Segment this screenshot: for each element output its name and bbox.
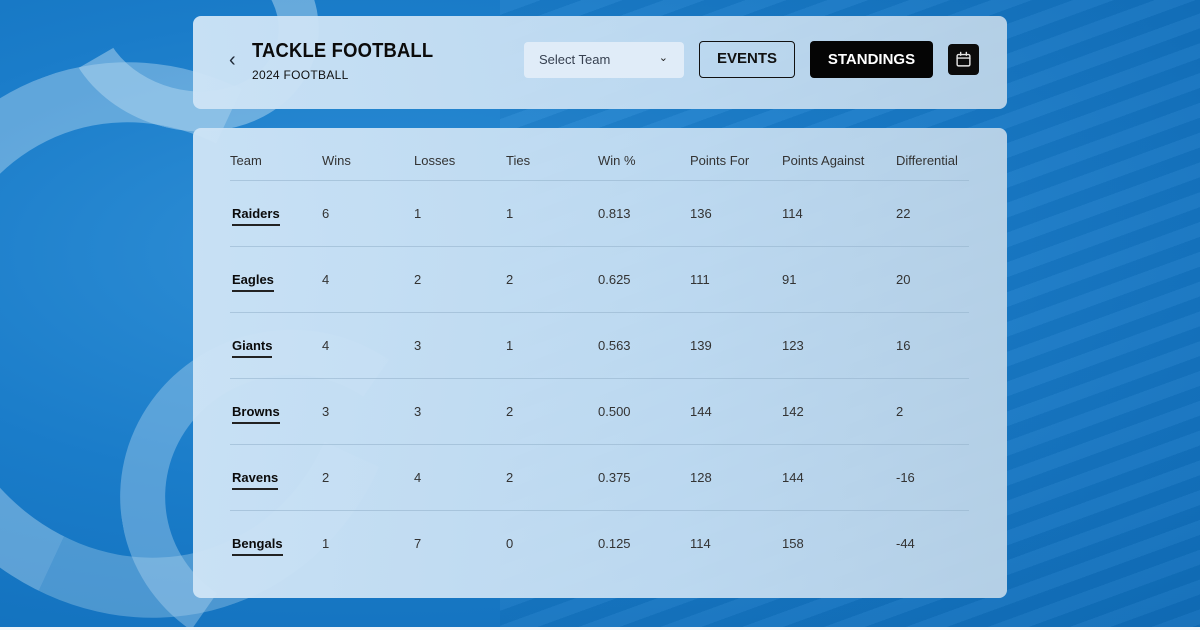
team-link[interactable]: Ravens [232, 469, 279, 490]
losses-cell: 3 [414, 378, 506, 445]
column-header-wins: Wins [322, 142, 414, 181]
differential-cell: 16 [896, 312, 969, 379]
differential-cell: 20 [896, 246, 969, 313]
points-against-cell: 144 [782, 444, 896, 511]
table-row: Browns 3 3 2 0.500 144 142 2 [230, 378, 969, 445]
table-row: Ravens 2 4 2 0.375 128 144 -16 [230, 444, 969, 511]
points-for-cell: 139 [690, 312, 782, 379]
losses-cell: 4 [414, 444, 506, 511]
standings-button[interactable]: STANDINGS [810, 41, 933, 78]
ties-cell: 1 [506, 312, 598, 379]
differential-cell: 2 [896, 378, 969, 445]
team-link[interactable]: Browns [232, 403, 280, 424]
chevron-left-icon[interactable]: ‹ [229, 49, 236, 71]
standings-table: Team Wins Losses Ties Win % Points For P… [230, 142, 969, 576]
table-row: Bengals 1 7 0 0.125 114 158 -44 [230, 510, 969, 576]
column-header-win-pct: Win % [598, 142, 690, 181]
chevron-down-icon: ⌄ [658, 52, 668, 64]
win-pct-cell: 0.500 [598, 378, 690, 445]
page-title: TACKLE FOOTBALL [252, 40, 434, 62]
points-for-cell: 144 [690, 378, 782, 445]
events-button[interactable]: EVENTS [699, 41, 795, 78]
differential-cell: -44 [896, 535, 915, 551]
wins-cell: 1 [322, 535, 330, 551]
losses-cell: 3 [414, 312, 506, 379]
team-link[interactable]: Raiders [232, 205, 280, 226]
losses-cell: 7 [414, 535, 422, 551]
ties-cell: 2 [506, 378, 598, 445]
table-row: Raiders 6 1 1 0.813 136 114 22 [230, 180, 969, 247]
column-header-points-against: Points Against [782, 142, 896, 181]
standings-panel: Team Wins Losses Ties Win % Points For P… [193, 128, 1007, 598]
team-link[interactable]: Eagles [232, 271, 274, 292]
table-row: Giants 4 3 1 0.563 139 123 16 [230, 312, 969, 379]
select-team-dropdown[interactable]: Select Team ⌄ [524, 42, 684, 78]
wins-cell: 6 [322, 180, 414, 247]
bottom-divider [0, 627, 1200, 630]
column-header-losses: Losses [414, 142, 506, 181]
wins-cell: 2 [322, 444, 414, 511]
team-link[interactable]: Bengals [232, 535, 283, 556]
losses-cell: 2 [414, 246, 506, 313]
column-header-points-for: Points For [690, 142, 782, 181]
column-header-ties: Ties [506, 142, 598, 181]
ties-cell: 2 [506, 246, 598, 313]
win-pct-cell: 0.625 [598, 246, 690, 313]
page-subtitle: 2024 FOOTBALL [252, 68, 349, 82]
points-against-cell: 158 [782, 535, 804, 551]
points-against-cell: 114 [782, 180, 896, 247]
points-for-cell: 114 [690, 535, 711, 551]
ties-cell: 0 [506, 535, 514, 551]
differential-cell: -16 [896, 444, 969, 511]
win-pct-cell: 0.125 [598, 535, 631, 551]
points-against-cell: 142 [782, 378, 896, 445]
win-pct-cell: 0.563 [598, 312, 690, 379]
points-for-cell: 136 [690, 180, 782, 247]
wins-cell: 4 [322, 246, 414, 313]
column-header-differential: Differential [896, 142, 969, 181]
wins-cell: 3 [322, 378, 414, 445]
calendar-icon [956, 51, 971, 67]
win-pct-cell: 0.813 [598, 180, 690, 247]
table-row: Eagles 4 2 2 0.625 111 91 20 [230, 246, 969, 313]
column-header-team: Team [230, 142, 322, 181]
points-for-cell: 128 [690, 444, 782, 511]
win-pct-cell: 0.375 [598, 444, 690, 511]
differential-cell: 22 [896, 180, 969, 247]
select-team-placeholder: Select Team [539, 52, 611, 67]
points-against-cell: 91 [782, 246, 896, 313]
calendar-button[interactable] [948, 44, 979, 75]
points-against-cell: 123 [782, 312, 896, 379]
ties-cell: 2 [506, 444, 598, 511]
header-panel: ‹ TACKLE FOOTBALL 2024 FOOTBALL Select T… [193, 16, 1007, 109]
ties-cell: 1 [506, 180, 598, 247]
team-link[interactable]: Giants [232, 337, 273, 358]
wins-cell: 4 [322, 312, 414, 379]
losses-cell: 1 [414, 180, 506, 247]
table-header-row: Team Wins Losses Ties Win % Points For P… [230, 142, 969, 181]
points-for-cell: 111 [690, 246, 782, 313]
